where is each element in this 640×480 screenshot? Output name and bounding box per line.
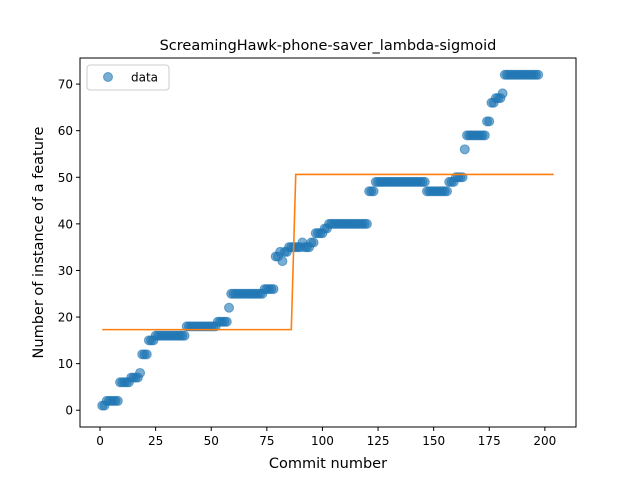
data-point — [277, 256, 288, 267]
y-tick-label: 30 — [58, 264, 73, 278]
data-point — [419, 176, 430, 187]
data-point — [368, 186, 379, 197]
x-axis-label: Commit number — [269, 456, 387, 472]
data-point — [112, 395, 123, 406]
x-tick-label: 150 — [422, 434, 445, 448]
y-tick-label: 60 — [58, 124, 73, 138]
data-point — [441, 186, 452, 197]
x-tick-label: 75 — [259, 434, 274, 448]
legend-label-data: data — [131, 71, 158, 85]
data-point — [135, 367, 146, 378]
plot-area — [97, 69, 554, 411]
chart-title: ScreamingHawk-phone-saver_lambda-sigmoid — [160, 38, 497, 54]
data-point — [179, 330, 190, 341]
data-point — [459, 144, 470, 155]
y-tick-label: 0 — [65, 404, 73, 418]
x-tick-label: 175 — [478, 434, 501, 448]
y-tick-label: 70 — [58, 78, 73, 92]
y-tick-label: 50 — [58, 171, 73, 185]
data-point — [497, 88, 508, 99]
x-tick-label: 125 — [367, 434, 390, 448]
x-tick-label: 25 — [148, 434, 163, 448]
y-tick-label: 10 — [58, 357, 73, 371]
legend-marker-data — [103, 72, 113, 82]
x-axis: 0 25 50 75 100 125 150 175 200 — [96, 427, 556, 448]
data-point — [268, 284, 279, 295]
y-axis-label: Number of instance of a feature — [31, 126, 47, 358]
x-tick-label: 200 — [533, 434, 556, 448]
legend: data — [86, 64, 170, 91]
data-point — [308, 237, 319, 248]
x-tick-label: 0 — [96, 434, 104, 448]
x-tick-label: 100 — [311, 434, 334, 448]
fit-line — [102, 173, 554, 331]
data-point — [221, 316, 232, 327]
data-point — [479, 130, 490, 141]
data-point — [361, 218, 372, 229]
data-point — [484, 116, 495, 127]
y-tick-label: 40 — [58, 217, 73, 231]
x-tick-label: 50 — [204, 434, 219, 448]
axes-frame — [79, 57, 577, 428]
y-tick-label: 20 — [58, 311, 73, 325]
legend-box — [86, 64, 170, 91]
data-point — [141, 349, 152, 360]
data-point — [224, 302, 235, 313]
y-axis: 0 10 20 30 40 50 60 70 — [58, 78, 80, 418]
data-point — [533, 69, 544, 80]
